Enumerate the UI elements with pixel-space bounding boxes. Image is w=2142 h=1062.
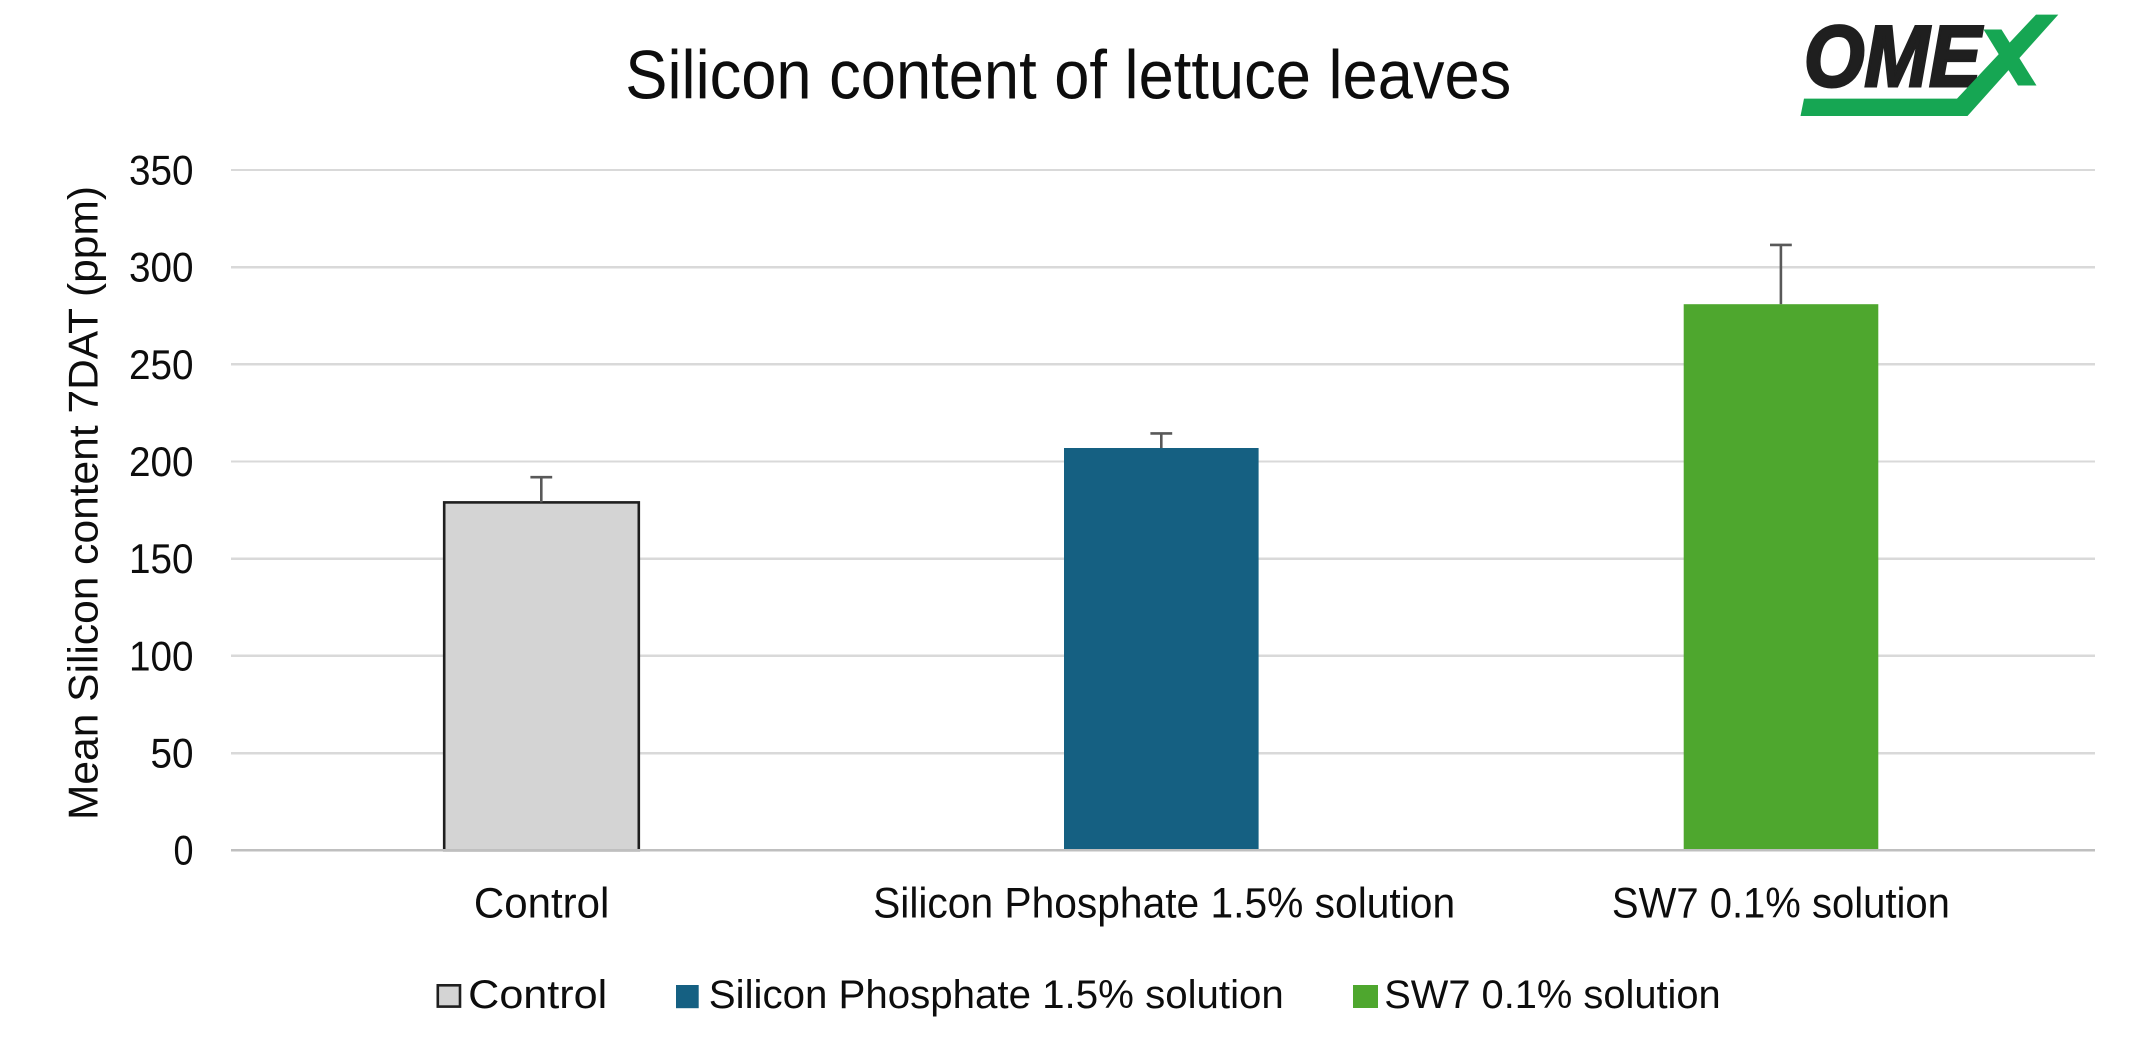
svg-text:350: 350	[129, 146, 194, 193]
svg-text:150: 150	[129, 535, 194, 582]
svg-text:SW7 0.1% solution: SW7 0.1% solution	[1384, 973, 1721, 1017]
svg-text:OME: OME	[1804, 9, 1983, 105]
svg-text:0: 0	[174, 827, 194, 874]
svg-text:Silicon content of lettuce lea: Silicon content of lettuce leaves	[625, 37, 1511, 114]
svg-text:SW7 0.1% solution: SW7 0.1% solution	[1612, 880, 1950, 927]
svg-text:Control: Control	[468, 973, 607, 1017]
svg-text:100: 100	[129, 632, 194, 679]
svg-text:50: 50	[151, 730, 194, 777]
svg-text:Silicon Phosphate 1.5% solutio: Silicon Phosphate 1.5% solution	[873, 880, 1455, 927]
svg-text:250: 250	[129, 341, 194, 388]
svg-text:Mean Silicon content 7DAT (ppm: Mean Silicon content 7DAT (ppm)	[60, 186, 107, 820]
svg-text:200: 200	[129, 438, 194, 485]
svg-text:Control: Control	[474, 880, 610, 927]
svg-text:300: 300	[129, 244, 194, 291]
svg-text:Silicon Phosphate 1.5% solutio: Silicon Phosphate 1.5% solution	[709, 973, 1284, 1017]
